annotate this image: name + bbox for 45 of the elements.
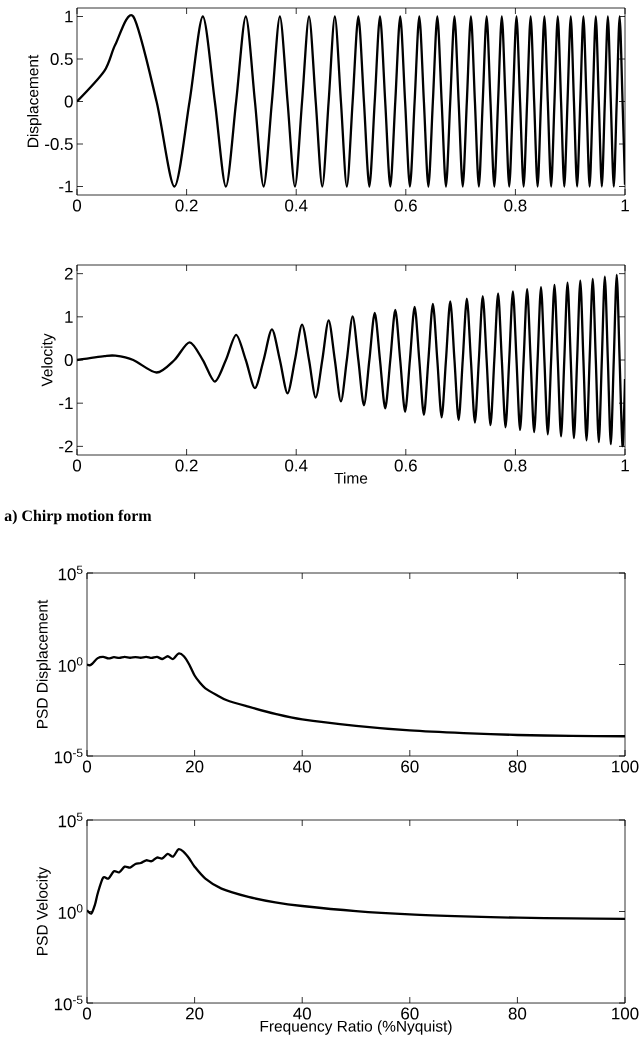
x-tick-label: 0.8 bbox=[504, 199, 527, 212]
x-tick-label: 1 bbox=[621, 459, 629, 472]
y-tick-label: -1 bbox=[59, 180, 73, 193]
y-tick-label: 2 bbox=[64, 267, 73, 280]
y-tick-label: 1 bbox=[65, 10, 73, 23]
x-tick-label: 80 bbox=[508, 760, 527, 773]
x-tick-label: 0.6 bbox=[394, 459, 417, 472]
y-tick-label: 10$^{5}$ bbox=[58, 565, 83, 581]
x-tick-label: 0.2 bbox=[175, 199, 198, 212]
x-tick-label: 60 bbox=[401, 760, 419, 773]
y-tick-label: 10$^{5}$ bbox=[58, 812, 83, 828]
y-axis-title: Velocity bbox=[41, 333, 56, 387]
y-tick-label: 10$^{-5}$ bbox=[54, 748, 83, 764]
x-tick-label: 100 bbox=[612, 1007, 639, 1020]
x-tick-label: 20 bbox=[186, 1007, 204, 1020]
y-tick-label: 1 bbox=[65, 310, 73, 323]
y-tick-label: -2 bbox=[59, 440, 73, 453]
y-axis-title: Displacement bbox=[27, 54, 42, 148]
x-tick-label: 0.6 bbox=[394, 199, 417, 212]
y-tick-label: 10$^{0}$ bbox=[58, 904, 83, 919]
y-tick-label: 0 bbox=[64, 354, 73, 366]
x-tick-label: 0.4 bbox=[285, 459, 308, 472]
x-tick-label: 0 bbox=[82, 760, 92, 773]
y-tick-label: -0.5 bbox=[45, 138, 73, 150]
y-tick-label: 0 bbox=[64, 95, 73, 108]
y-tick-label: 10$^{-5}$ bbox=[54, 995, 83, 1011]
x-tick-label: 0 bbox=[82, 1007, 92, 1020]
y-axis-title: PSD Velocity bbox=[36, 866, 51, 955]
x-axis-title: Frequency Ratio (%Nyquist) bbox=[260, 1020, 452, 1035]
x-tick-label: 80 bbox=[508, 1007, 527, 1020]
x-tick-label: 20 bbox=[186, 760, 204, 773]
y-tick-label: 10$^{0}$ bbox=[58, 657, 83, 672]
y-tick-label: -1 bbox=[59, 397, 73, 410]
y-axis-title: PSD Displacement bbox=[36, 599, 51, 729]
y-tick-label: 0.5 bbox=[50, 53, 73, 65]
x-tick-label: 60 bbox=[401, 1007, 419, 1020]
x-tick-label: 40 bbox=[293, 760, 311, 773]
x-tick-label: 100 bbox=[612, 760, 639, 773]
x-tick-label: 0.4 bbox=[285, 199, 308, 212]
x-axis-title: Time bbox=[334, 472, 368, 484]
x-tick-label: 1 bbox=[621, 199, 629, 212]
x-tick-label: 0.8 bbox=[504, 459, 527, 472]
x-tick-label: 40 bbox=[293, 1007, 311, 1020]
text: a) Chirp motion form bbox=[4, 509, 152, 525]
x-tick-label: 0.2 bbox=[175, 459, 198, 472]
